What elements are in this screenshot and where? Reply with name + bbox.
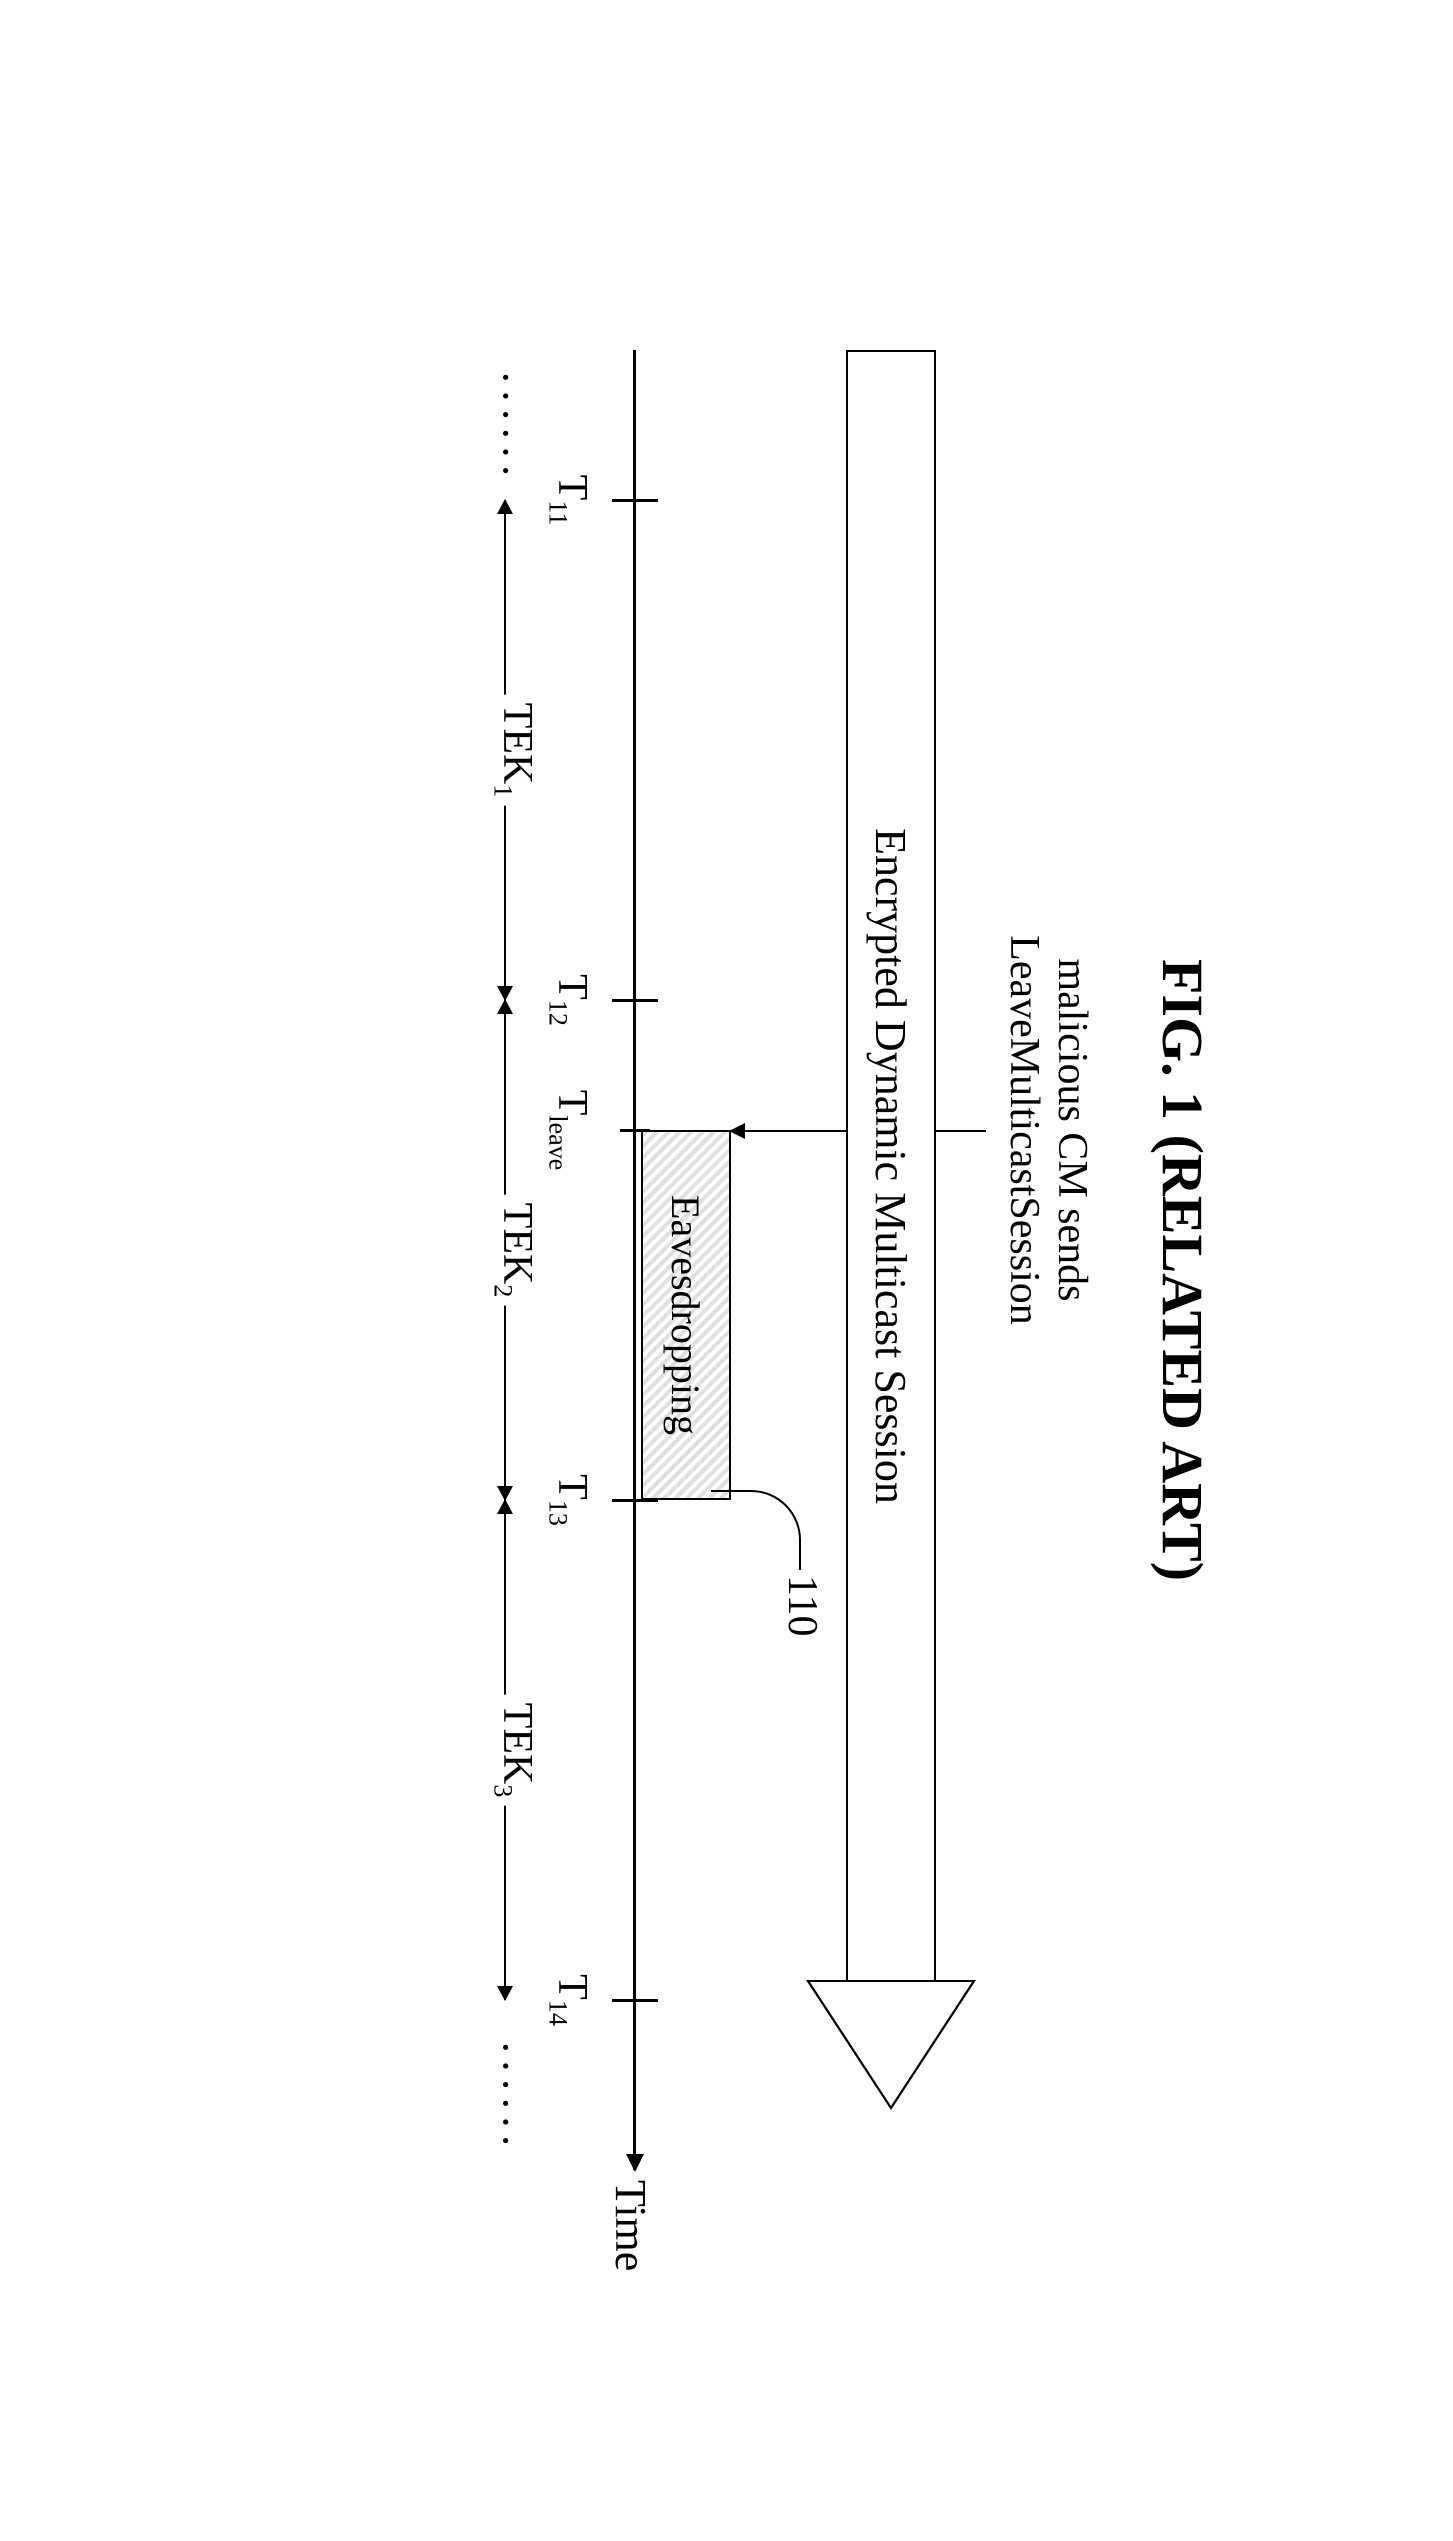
tick-label-T13: T13 xyxy=(543,1474,596,1526)
time-axis-label: Time xyxy=(605,2180,656,2271)
session-arrow: Encrypted Dynamic Multicast Session xyxy=(846,350,936,2100)
tek-label-TEK1: TEK1 xyxy=(488,695,541,806)
figure-canvas: FIG. 1 (RELATED ART) malicious CM sends … xyxy=(176,170,1276,2370)
cm-label-line2: LeaveMulticastSession xyxy=(1001,935,1047,1325)
callout-110-line xyxy=(711,1490,801,1570)
malicious-cm-label: malicious CM sends LeaveMulticastSession xyxy=(999,935,1096,1325)
eavesdropping-box: Eavesdropping xyxy=(641,1130,731,1500)
tick-T11 xyxy=(612,499,658,502)
tek-label-TEK2: TEK2 xyxy=(488,1195,541,1306)
figure-title: FIG. 1 (RELATED ART) xyxy=(1149,959,1216,1581)
tek-label-TEK3: TEK3 xyxy=(488,1695,541,1806)
session-arrow-head xyxy=(806,1980,976,2110)
tick-T13 xyxy=(612,1499,658,1502)
callout-110-label: 110 xyxy=(778,1575,826,1636)
dots-right: ······ xyxy=(480,2040,531,2152)
tick-Tleave xyxy=(620,1129,650,1132)
eavesdropping-label: Eavesdropping xyxy=(663,1195,710,1435)
tick-label-T12: T12 xyxy=(543,974,596,1026)
tick-label-T11: T11 xyxy=(543,475,596,526)
tick-T12 xyxy=(612,999,658,1002)
cm-label-line1: malicious CM sends xyxy=(1049,959,1095,1302)
time-axis xyxy=(634,350,637,2170)
tick-label-T14: T14 xyxy=(543,1974,596,2026)
dots-left: ······ xyxy=(480,370,531,482)
tick-T14 xyxy=(612,1999,658,2002)
tick-label-Tleave: Tleave xyxy=(543,1090,596,1171)
session-arrow-shaft: Encrypted Dynamic Multicast Session xyxy=(846,350,936,1980)
session-label: Encrypted Dynamic Multicast Session xyxy=(866,828,917,1504)
